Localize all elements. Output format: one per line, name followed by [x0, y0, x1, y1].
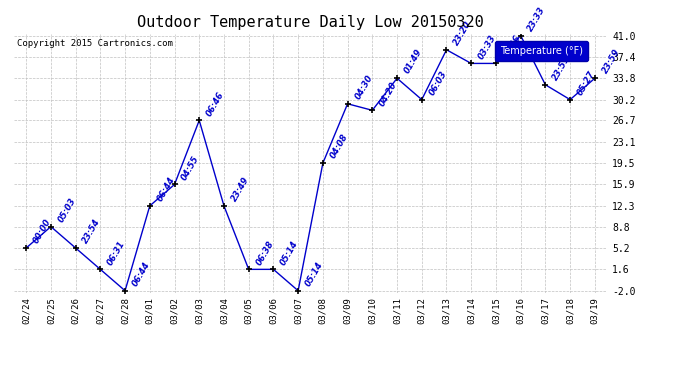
Text: 23:33: 23:33 — [526, 5, 547, 33]
Text: 06:44: 06:44 — [130, 260, 152, 288]
Title: Outdoor Temperature Daily Low 20150320: Outdoor Temperature Daily Low 20150320 — [137, 15, 484, 30]
Text: 04:20: 04:20 — [378, 80, 399, 108]
Text: 05:03: 05:03 — [57, 196, 78, 224]
Text: 04:55: 04:55 — [180, 154, 201, 182]
Text: 23:20: 23:20 — [452, 19, 473, 47]
Text: 05:14: 05:14 — [304, 260, 325, 288]
Text: 05:14: 05:14 — [279, 239, 300, 267]
Text: Copyright 2015 Cartronics.com: Copyright 2015 Cartronics.com — [17, 39, 172, 48]
Text: 03:33: 03:33 — [477, 33, 498, 61]
Text: 23:59: 23:59 — [600, 48, 622, 75]
Text: 06:46: 06:46 — [205, 90, 226, 118]
Legend: Temperature (°F): Temperature (°F) — [495, 41, 587, 61]
Text: 01:49: 01:49 — [402, 48, 424, 75]
Text: 23:56: 23:56 — [502, 33, 523, 61]
Text: 04:08: 04:08 — [328, 133, 350, 160]
Text: 06:03: 06:03 — [427, 69, 449, 97]
Text: 23:49: 23:49 — [230, 175, 250, 203]
Text: 06:31: 06:31 — [106, 239, 127, 267]
Text: 06:38: 06:38 — [254, 239, 275, 267]
Text: 00:00: 00:00 — [32, 217, 53, 245]
Text: 04:30: 04:30 — [353, 73, 375, 101]
Text: 05:27: 05:27 — [575, 69, 597, 97]
Text: 23:54: 23:54 — [81, 217, 102, 245]
Text: 06:44: 06:44 — [155, 175, 177, 203]
Text: 23:59: 23:59 — [551, 54, 572, 82]
